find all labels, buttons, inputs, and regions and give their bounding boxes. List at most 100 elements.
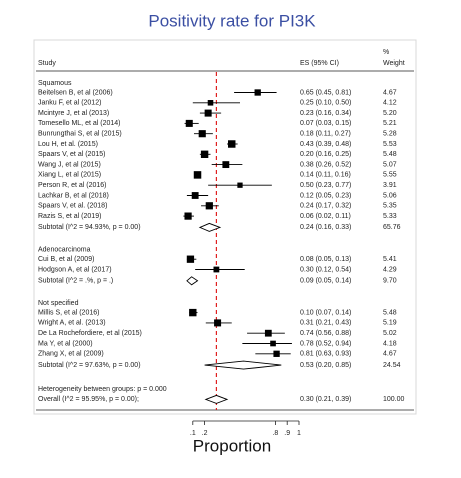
es-label: 0.74 (0.56, 0.88): [300, 330, 351, 337]
es-label: 0.12 (0.05, 0.23): [300, 192, 351, 199]
study-label: Zhang X, et al (2009): [38, 351, 104, 358]
weight-label: 5.35: [383, 203, 397, 210]
weight-label: 5.55: [383, 172, 397, 179]
es-label: 0.53 (0.20, 0.85): [300, 362, 351, 369]
study-label: Ma Y, et al (2000): [38, 340, 93, 347]
es-label: 0.38 (0.26, 0.52): [300, 161, 351, 168]
weight-label: 4.12: [383, 100, 397, 107]
study-marker: [254, 89, 261, 96]
study-marker: [204, 109, 212, 117]
es-label: 0.43 (0.39, 0.48): [300, 141, 351, 148]
weight-label: 5.48: [383, 151, 397, 158]
weight-label: 5.33: [383, 213, 397, 220]
study-label: Lachkar B, et al (2018): [38, 192, 109, 199]
study-marker: [186, 255, 195, 263]
study-marker: [198, 130, 206, 138]
study-marker: [207, 100, 214, 106]
x-tick-label: .1: [190, 430, 196, 437]
es-label: 0.24 (0.16, 0.33): [300, 224, 351, 231]
x-axis-label: Proportion: [193, 436, 271, 455]
weight-label: 65.76: [383, 224, 401, 231]
subtotal-diamond: [198, 222, 222, 232]
group-label: Not specified: [38, 300, 79, 307]
x-tick-label: .8: [272, 430, 278, 437]
weight-label: 24.54: [383, 362, 401, 369]
study-label: Cui B, et al (2009): [38, 256, 94, 263]
es-label: 0.23 (0.16, 0.34): [300, 110, 351, 117]
study-header: Study: [38, 60, 56, 67]
weight-label: 5.21: [383, 120, 397, 127]
study-label: De La Rochefordiere, et al (2015): [38, 330, 142, 337]
weight-label: 5.07: [383, 161, 397, 168]
weight-label: 4.67: [383, 89, 397, 96]
subtotal-label: Subtotal (I^2 = .%, p = .): [38, 278, 113, 285]
study-label: Lou H, et al. (2015): [38, 141, 98, 148]
study-label: Spaars V, et al. (2018): [38, 203, 107, 210]
subtotal-label: Subtotal (I^2 = 94.93%, p = 0.00): [38, 224, 141, 231]
chart-title: Positivity rate for PI3K: [148, 11, 316, 30]
es-label: 0.31 (0.21, 0.43): [300, 320, 351, 327]
weight-label: 100.00: [383, 396, 405, 403]
study-label: Millis S, et al (2016): [38, 309, 99, 316]
study-marker: [273, 350, 280, 357]
study-marker: [213, 266, 220, 273]
study-label: Wright A, et al. (2013): [38, 320, 106, 327]
es-label: 0.20 (0.16, 0.25): [300, 151, 351, 158]
es-label: 0.06 (0.02, 0.11): [300, 213, 351, 220]
study-marker: [184, 212, 192, 220]
es-label: 0.14 (0.11, 0.16): [300, 172, 351, 179]
study-label: Beitelsen B, et al (2006): [38, 89, 113, 96]
study-label: Bunrungthai S, et al (2015): [38, 131, 122, 138]
study-label: Spaars V, et al (2015): [38, 151, 105, 158]
weight-label: 5.06: [383, 192, 397, 199]
heterogeneity-label: Heterogeneity between groups: p = 0.000: [38, 386, 167, 393]
es-header: ES (95% CI): [300, 60, 339, 67]
x-tick-label: 1: [297, 430, 301, 437]
study-marker: [185, 119, 193, 127]
weight-header-top: %: [383, 49, 389, 56]
study-label: Wang J, et al (2015): [38, 161, 101, 168]
weight-label: 5.02: [383, 330, 397, 337]
group-label: Adenocarcinoma: [38, 247, 91, 254]
weight-header: Weight: [383, 60, 405, 67]
study-label: Xiang L, et al (2015): [38, 172, 101, 179]
study-label: Tomesello ML, et al (2014): [38, 120, 120, 127]
study-marker: [222, 161, 230, 169]
subtotal-label: Subtotal (I^2 = 97.63%, p = 0.00): [38, 362, 141, 369]
overall-diamond: [204, 394, 229, 404]
overall-label: Overall (I^2 = 95.95%, p = 0.00);: [38, 396, 139, 403]
weight-label: 4.18: [383, 340, 397, 347]
study-marker: [214, 319, 222, 327]
es-label: 0.30 (0.21, 0.39): [300, 396, 351, 403]
study-marker: [228, 140, 236, 148]
study-marker: [205, 202, 213, 210]
study-marker: [200, 150, 209, 158]
weight-label: 4.29: [383, 266, 397, 273]
study-label: Mcintyre J, et al (2013): [38, 110, 109, 117]
es-label: 0.50 (0.23, 0.77): [300, 182, 351, 189]
study-marker: [191, 192, 199, 199]
group-label: Squamous: [38, 80, 72, 87]
study-label: Janku F, et al (2012): [38, 100, 101, 107]
weight-label: 5.53: [383, 141, 397, 148]
weight-label: 5.48: [383, 309, 397, 316]
es-label: 0.25 (0.10, 0.50): [300, 100, 351, 107]
weight-label: 9.70: [383, 278, 397, 285]
subtotal-diamond: [186, 276, 199, 286]
x-tick-label: .9: [284, 430, 290, 437]
weight-label: 5.19: [383, 320, 397, 327]
es-label: 0.30 (0.12, 0.54): [300, 266, 351, 273]
subtotal-diamond: [204, 360, 282, 370]
study-marker: [237, 182, 243, 188]
es-label: 0.24 (0.17, 0.32): [300, 203, 351, 210]
weight-label: 3.91: [383, 182, 397, 189]
es-label: 0.78 (0.52, 0.94): [300, 340, 351, 347]
study-marker: [189, 308, 197, 317]
weight-label: 5.41: [383, 256, 397, 263]
es-label: 0.81 (0.63, 0.93): [300, 351, 351, 358]
es-label: 0.65 (0.45, 0.81): [300, 89, 351, 96]
plot-frame: [33, 39, 417, 415]
study-label: Person R, et al (2016): [38, 182, 106, 189]
es-label: 0.18 (0.11, 0.27): [300, 131, 351, 138]
